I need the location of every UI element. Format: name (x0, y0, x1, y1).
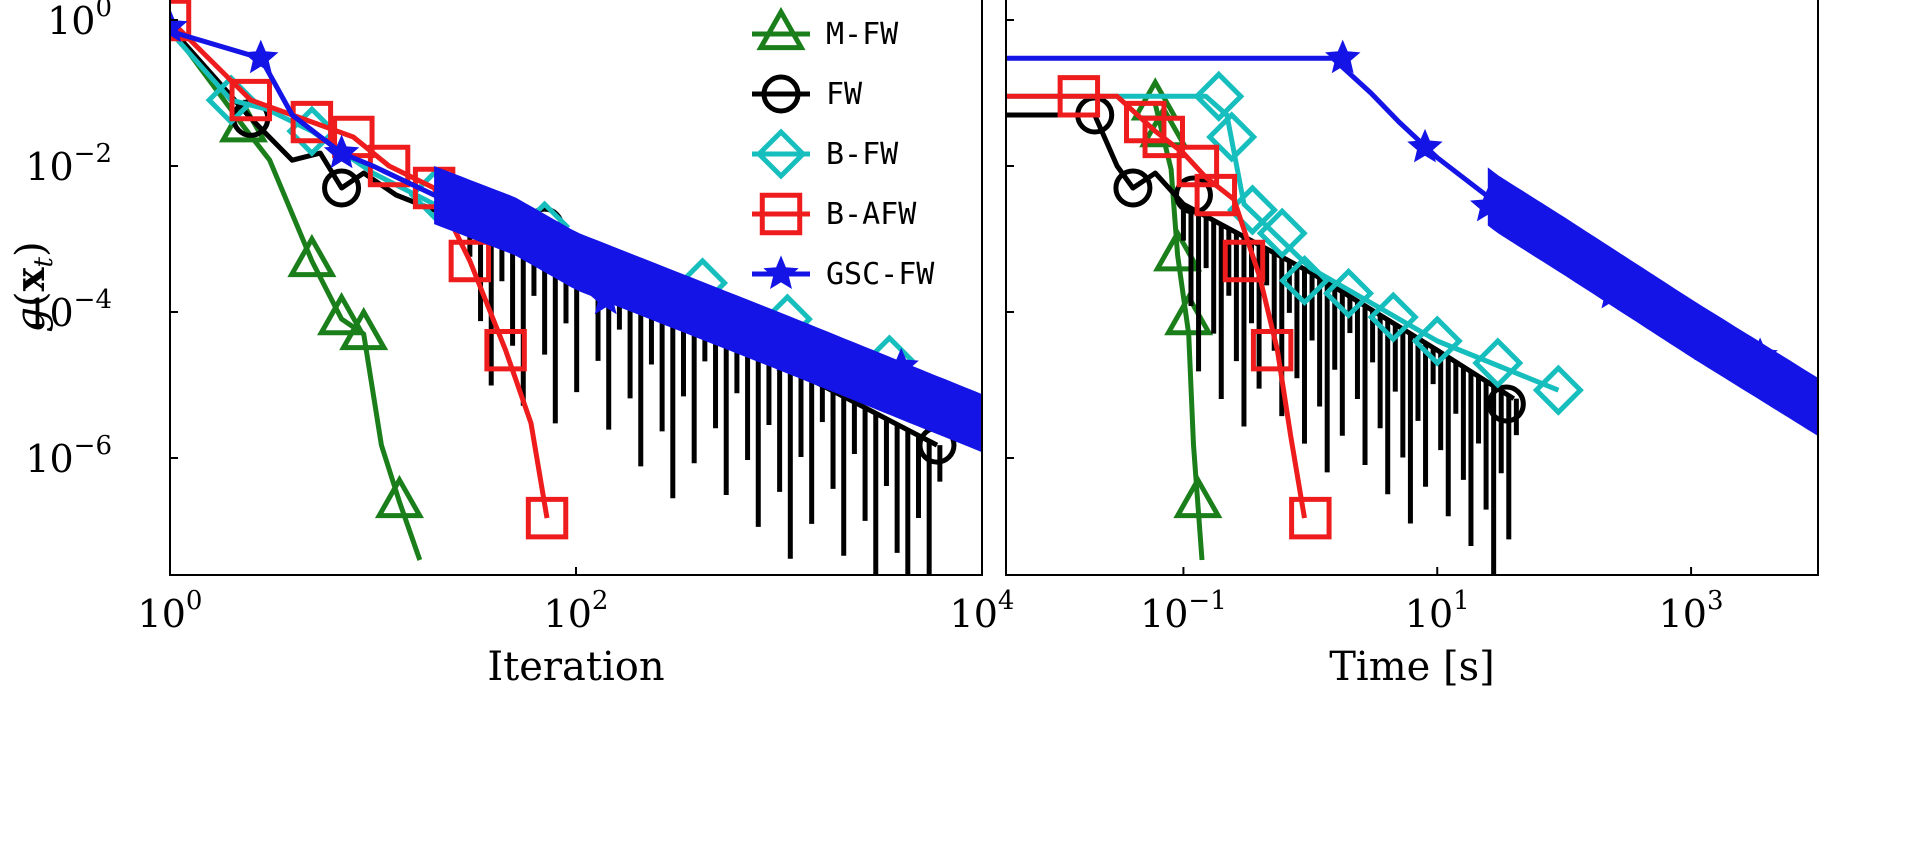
left-gsc-fw-marker (587, 280, 624, 315)
legend-item-b-afw: B-AFW (752, 192, 917, 236)
right-xtick-label: 103 (1659, 586, 1724, 636)
left-gsc-fw-marker (769, 337, 806, 372)
right-xlabel: Time [s] (1329, 644, 1495, 690)
legend-label: B-FW (826, 137, 899, 172)
legend: M-FW FW B-FW B-AFW GSC-FW (752, 6, 935, 292)
right-b-fw-marker (1226, 184, 1279, 236)
left-fw-marker (322, 168, 362, 208)
legend-item-b-fw: B-FW (752, 128, 899, 180)
right-series-group (1006, 39, 1818, 575)
legend-item-fw: FW (752, 74, 863, 114)
right-b-afw-marker (1222, 239, 1266, 283)
right-b-afw-marker (1176, 144, 1220, 188)
right-b-fw-line (1006, 93, 1560, 393)
right-b-fw-marker (1206, 111, 1258, 163)
right-b-fw-marker (1256, 207, 1308, 259)
left-b-fw-marker (286, 105, 338, 157)
left-m-fw-marker (374, 474, 424, 519)
left-gsc-fw-marker (170, 8, 188, 43)
legend-b-fw-marker (755, 128, 807, 180)
left-ytick-label: 100 (47, 0, 112, 43)
left-gsc-fw-marker (692, 287, 729, 322)
legend-label: M-FW (826, 17, 899, 52)
left-m-fw-marker (287, 233, 337, 278)
right-b-fw-marker (1193, 70, 1245, 122)
legend-label: B-AFW (826, 197, 917, 232)
left-xtick-label: 104 (950, 586, 1015, 636)
right-gsc-fw-marker (1526, 207, 1563, 242)
right-b-fw-marker (1367, 291, 1419, 343)
legend-item-gsc-fw: GSC-FW (752, 255, 935, 292)
left-gsc-fw-line (170, 28, 982, 426)
right-b-fw-marker (1411, 315, 1463, 367)
left-ytick-label: 10−6 (25, 431, 112, 481)
right-fw-marker (1113, 168, 1153, 208)
right-gsc-fw-marker (1645, 290, 1681, 325)
left-m-fw-marker (317, 292, 367, 336)
left-xtick-label: 102 (544, 586, 609, 636)
left-gsc-fw-marker (323, 134, 360, 169)
right-gsc-fw-marker (1407, 128, 1443, 163)
right-b-fw-marker (1472, 337, 1524, 389)
left-b-afw-marker (448, 239, 492, 283)
left-b-afw-marker (525, 496, 569, 540)
right-b-afw-marker (1057, 75, 1101, 118)
right-panel: 10−1 101 103 Time [s] (1005, 0, 1819, 690)
right-m-fw-line (1152, 103, 1205, 561)
right-gsc-fw-marker (1742, 337, 1778, 372)
legend-item-m-fw: M-FW (752, 6, 899, 52)
right-gsc-fw-marker (1687, 326, 1724, 361)
right-b-afw-line (1006, 93, 1307, 519)
left-m-fw-marker (339, 306, 389, 351)
right-gsc-fw-line (1006, 55, 1818, 410)
right-b-afw-marker (1142, 115, 1185, 159)
left-gsc-fw-marker (883, 347, 919, 382)
right-b-fw-marker (1278, 254, 1331, 307)
legend-m-fw-marker (756, 6, 806, 51)
right-xtick-label: 101 (1405, 586, 1470, 636)
left-b-afw-line (170, 18, 550, 519)
left-xlabel: Iteration (487, 644, 664, 690)
left-b-afw-marker (290, 100, 334, 144)
left-b-afw-marker (484, 328, 527, 372)
right-b-afw-marker (1124, 100, 1167, 144)
right-m-fw-marker (1153, 228, 1203, 272)
right-b-afw-marker (1250, 328, 1294, 372)
right-fw-marker (1173, 175, 1213, 215)
left-ylabel: g(xt) (7, 241, 59, 332)
right-gsc-fw-marker (1594, 274, 1631, 309)
right-b-afw-marker (1289, 496, 1332, 540)
right-gsc-fw-marker (1325, 39, 1361, 74)
right-fw-marker (1486, 384, 1526, 424)
right-gsc-fw-marker (1470, 187, 1506, 222)
legend-gsc-fw-marker (763, 255, 799, 290)
left-gsc-fw-marker (497, 207, 533, 242)
left-ytick-label: 10−4 (25, 285, 112, 335)
legend-b-afw-marker (759, 192, 803, 236)
right-xtick-label: 10−1 (1140, 586, 1227, 636)
legend-label: FW (826, 77, 863, 112)
left-gsc-fw-marker (243, 39, 279, 74)
right-b-fw-marker (1323, 267, 1375, 319)
legend-fw-marker (761, 74, 801, 114)
right-b-fw-marker (1532, 364, 1584, 416)
left-series-group (170, 0, 982, 575)
legend-label: GSC-FW (826, 257, 935, 292)
left-panel: 100 102 104 100 10−2 10−4 10−6 Iteration g(xt) (7, 0, 1014, 690)
right-m-fw-marker (1173, 474, 1223, 519)
left-b-afw-marker (229, 78, 273, 122)
right-b-afw-marker (1194, 173, 1238, 217)
left-ytick-label: 10−2 (25, 139, 112, 189)
right-plot-frame (1005, 0, 1819, 576)
left-xtick-label: 100 (138, 586, 203, 636)
